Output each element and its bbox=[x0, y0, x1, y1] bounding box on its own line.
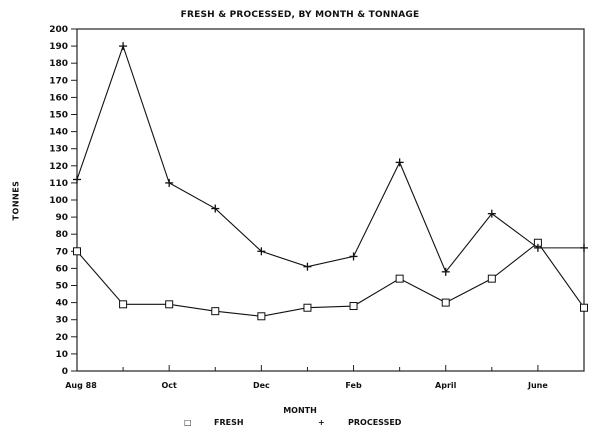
y-tick-label: 40 bbox=[55, 299, 68, 309]
fresh-line bbox=[76, 241, 585, 317]
x-tick-label: April bbox=[435, 381, 457, 390]
y-tick-label: 10 bbox=[55, 350, 68, 360]
y-tick-label: 90 bbox=[55, 213, 68, 223]
y-tick-label: 100 bbox=[49, 196, 68, 206]
square-marker-icon bbox=[119, 300, 128, 309]
chart-title: FRESH & PROCESSED, BY MONTH & TONNAGE bbox=[180, 10, 420, 20]
square-marker-icon bbox=[580, 303, 588, 312]
square-marker-icon bbox=[257, 312, 266, 321]
y-tick-label: 180 bbox=[49, 59, 68, 69]
y-tick-label: 30 bbox=[55, 316, 68, 326]
y-tick-label: 170 bbox=[49, 76, 68, 86]
y-tick-label: 140 bbox=[49, 128, 68, 138]
square-marker-icon bbox=[349, 302, 358, 311]
square-marker-icon bbox=[165, 300, 174, 309]
y-tick-label: 20 bbox=[55, 333, 68, 343]
square-marker-icon bbox=[441, 298, 450, 307]
legend-processed-label: PROCESSED bbox=[348, 418, 402, 427]
square-marker-icon bbox=[303, 303, 312, 312]
x-axis-label: MONTH bbox=[283, 406, 317, 415]
y-tick-label: 110 bbox=[49, 179, 68, 189]
square-marker-icon bbox=[487, 274, 496, 283]
y-tick-label: 150 bbox=[49, 111, 68, 121]
y-tick-label: 160 bbox=[49, 93, 68, 103]
y-tick-label: 190 bbox=[49, 42, 68, 52]
y-tick-label: 200 bbox=[49, 25, 68, 35]
y-tick-label: 120 bbox=[49, 162, 68, 172]
x-tick-label: Dec bbox=[253, 381, 270, 390]
x-tick-label: Oct bbox=[161, 381, 177, 390]
y-tick-label: 60 bbox=[55, 264, 68, 274]
y-tick-label: 0 bbox=[62, 367, 68, 377]
y-tick-label: 70 bbox=[55, 247, 68, 257]
square-marker-icon bbox=[395, 274, 404, 283]
legend-processed-marker-icon: + bbox=[318, 418, 325, 427]
x-tick-label: Feb bbox=[345, 381, 362, 390]
y-tick-label: 130 bbox=[49, 145, 68, 155]
y-tick-label: 50 bbox=[55, 282, 68, 292]
legend-fresh-marker-icon: □ bbox=[184, 418, 192, 427]
legend-fresh-label: FRESH bbox=[214, 418, 244, 427]
processed-line bbox=[76, 44, 584, 273]
plot-frame bbox=[76, 28, 585, 372]
square-marker-icon bbox=[211, 307, 220, 316]
x-tick-label: Aug 88 bbox=[65, 381, 97, 390]
square-marker-icon bbox=[73, 247, 81, 256]
x-tick-label: June bbox=[527, 381, 548, 390]
y-tick-label: 80 bbox=[55, 230, 68, 240]
